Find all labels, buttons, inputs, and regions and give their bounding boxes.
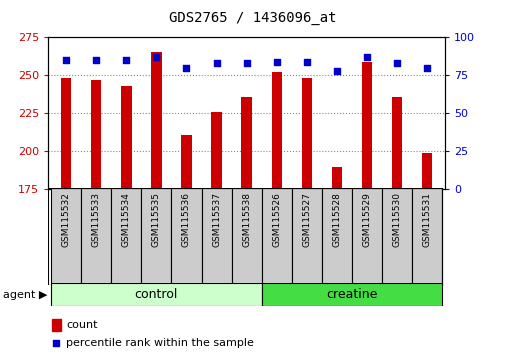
Bar xyxy=(271,72,281,189)
Text: count: count xyxy=(66,320,97,330)
Text: GSM115530: GSM115530 xyxy=(392,193,401,247)
Text: GSM115528: GSM115528 xyxy=(332,193,341,247)
Point xyxy=(212,60,220,66)
Bar xyxy=(81,188,111,285)
Bar xyxy=(151,52,161,189)
Text: GSM115534: GSM115534 xyxy=(122,193,131,247)
Text: GSM115533: GSM115533 xyxy=(91,193,100,247)
Bar xyxy=(412,188,441,285)
Bar xyxy=(361,62,372,189)
Text: GSM115537: GSM115537 xyxy=(212,193,221,247)
Bar xyxy=(231,188,261,285)
Bar xyxy=(91,80,102,189)
Text: agent ▶: agent ▶ xyxy=(3,290,47,300)
Text: GSM115529: GSM115529 xyxy=(362,193,371,247)
Bar xyxy=(381,188,412,285)
Text: GSM115538: GSM115538 xyxy=(242,193,250,247)
Point xyxy=(392,60,400,66)
Point xyxy=(182,65,190,70)
Bar xyxy=(61,78,71,189)
Point xyxy=(92,57,100,63)
Text: GSM115535: GSM115535 xyxy=(152,193,161,247)
Point xyxy=(422,65,430,70)
Bar xyxy=(121,86,131,189)
Bar xyxy=(351,188,381,285)
Bar xyxy=(391,97,401,189)
Bar xyxy=(211,112,221,189)
Bar xyxy=(241,97,251,189)
Bar xyxy=(201,188,231,285)
Text: GSM115531: GSM115531 xyxy=(422,193,431,247)
Bar xyxy=(181,135,191,189)
Bar xyxy=(321,188,351,285)
Point xyxy=(332,68,340,74)
Point xyxy=(318,259,326,265)
Bar xyxy=(261,188,291,285)
Text: control: control xyxy=(134,288,178,301)
Text: GSM115532: GSM115532 xyxy=(62,193,71,247)
Point xyxy=(122,57,130,63)
Point xyxy=(302,59,310,64)
Bar xyxy=(421,153,432,189)
Text: GSM115526: GSM115526 xyxy=(272,193,281,247)
Point xyxy=(62,57,70,63)
Point xyxy=(362,54,370,60)
Point xyxy=(242,60,250,66)
Bar xyxy=(51,188,81,285)
Bar xyxy=(141,188,171,285)
Bar xyxy=(52,319,61,331)
Bar xyxy=(171,188,201,285)
Bar xyxy=(301,78,312,189)
Text: creatine: creatine xyxy=(326,288,377,301)
Bar xyxy=(261,283,441,306)
Point xyxy=(272,59,280,64)
Bar xyxy=(331,166,341,189)
Text: percentile rank within the sample: percentile rank within the sample xyxy=(66,338,254,348)
Text: GSM115527: GSM115527 xyxy=(302,193,311,247)
Text: GDS2765 / 1436096_at: GDS2765 / 1436096_at xyxy=(169,11,336,25)
Point xyxy=(152,54,160,60)
Text: GSM115536: GSM115536 xyxy=(182,193,190,247)
Bar xyxy=(51,283,261,306)
Bar xyxy=(291,188,321,285)
Bar xyxy=(111,188,141,285)
